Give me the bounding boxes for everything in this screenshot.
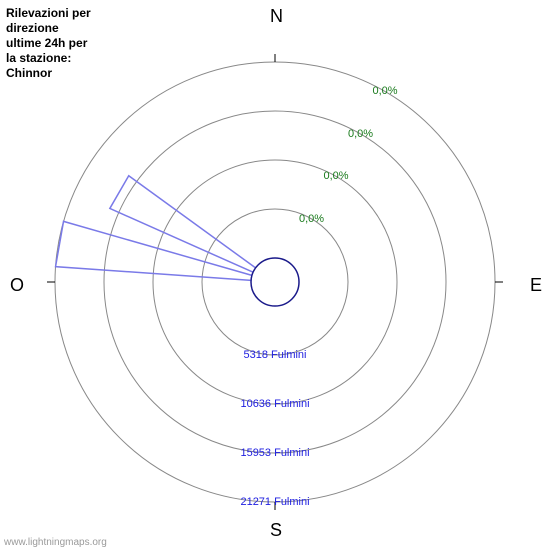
ring-count-label: 5318 Fulmini (244, 349, 307, 361)
ring-count-label: 10636 Fulmini (240, 398, 309, 410)
footer-attribution: www.lightningmaps.org (4, 537, 107, 548)
polar-chart-container: Rilevazioni per direzione ultime 24h per… (0, 0, 550, 550)
cardinal-west: O (10, 275, 24, 296)
cardinal-east: E (530, 275, 542, 296)
ring-count-label: 15953 Fulmini (240, 447, 309, 459)
ring-pct-label: 0,0% (299, 213, 324, 225)
ring-pct-label: 0,0% (372, 85, 397, 97)
cardinal-north: N (270, 6, 283, 27)
ring-pct-label: 0,0% (348, 128, 373, 140)
ring-pct-label: 0,0% (323, 170, 348, 182)
ring-count-label: 21271 Fulmini (240, 496, 309, 508)
chart-title: Rilevazioni per direzione ultime 24h per… (6, 6, 91, 81)
cardinal-south: S (270, 520, 282, 541)
polar-chart-svg (0, 0, 550, 550)
